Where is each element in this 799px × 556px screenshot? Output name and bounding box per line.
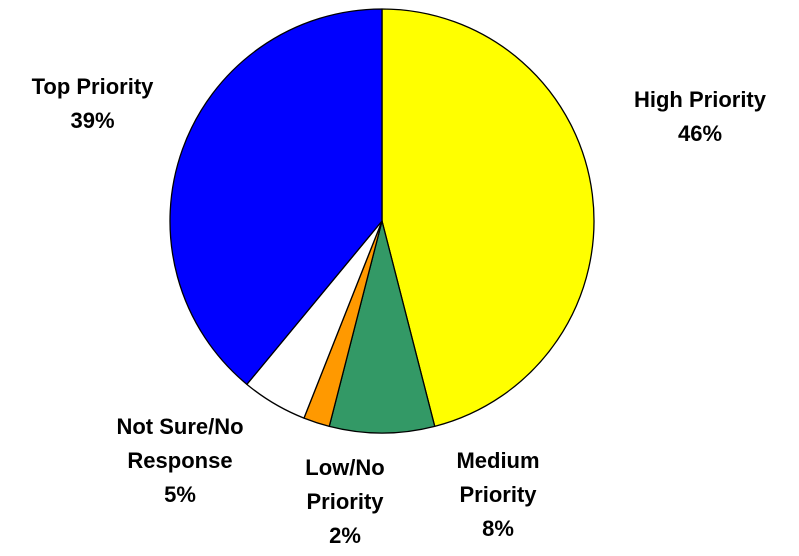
label-top-priority: Top Priority 39% xyxy=(0,70,185,138)
label-medium-priority-name-2: Priority xyxy=(459,482,537,507)
label-low-priority: Low/No Priority 2% xyxy=(265,451,425,553)
label-medium-priority-name-1: Medium xyxy=(456,448,540,473)
label-low-priority-name-2: Priority xyxy=(306,489,384,514)
label-high-priority-value: 46% xyxy=(677,121,723,146)
label-high-priority-name: High Priority xyxy=(633,87,766,112)
label-top-priority-name: Top Priority xyxy=(31,74,154,99)
label-not-sure-name-2: Response xyxy=(127,448,233,473)
label-medium-priority-value: 8% xyxy=(482,516,514,541)
label-not-sure-name-1: Not Sure/No xyxy=(116,414,244,439)
label-not-sure: Not Sure/No Response 5% xyxy=(85,410,275,512)
pie-slices xyxy=(169,8,595,434)
label-low-priority-name-1: Low/No xyxy=(305,455,385,480)
pie-slice-medium xyxy=(328,220,436,434)
label-high-priority: High Priority 46% xyxy=(605,83,795,151)
pie-slice-high xyxy=(381,8,595,427)
label-not-sure-value: 5% xyxy=(164,482,196,507)
pie-slice-top xyxy=(169,8,383,385)
label-medium-priority: Medium Priority 8% xyxy=(418,444,578,546)
label-top-priority-value: 39% xyxy=(70,108,115,133)
label-low-priority-value: 2% xyxy=(329,523,361,548)
